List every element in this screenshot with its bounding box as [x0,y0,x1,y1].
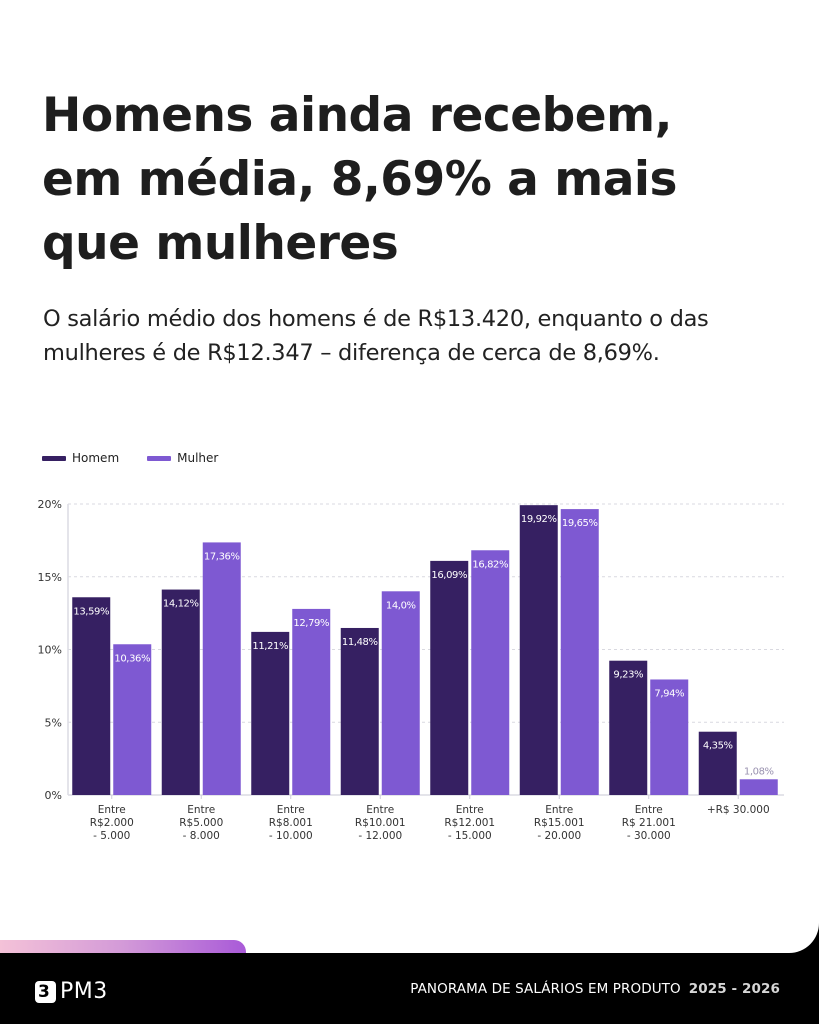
pm3-logo-icon: 3 [35,980,56,1003]
data-label-homem: 4,35% [703,741,733,752]
x-tick-label: - 12.000 [358,830,402,842]
bar-mulher [202,542,241,795]
data-label-mulher: 19,65% [562,518,598,529]
logo-text: PM3 [60,979,108,1004]
bar-homem [340,627,379,795]
x-tick-label: R$8.001 [269,817,313,829]
legend-swatch-mulher [147,455,172,461]
x-tick-label: R$10.001 [355,817,406,829]
bar-homem [430,560,469,795]
x-tick-label: R$15.001 [534,817,585,829]
y-tick-label: 0% [45,789,62,802]
brand-logo: 3 PM3 [35,979,108,1004]
data-label-homem: 19,92% [521,514,557,525]
bar-mulher [381,591,420,795]
x-tick-label: R$5.000 [179,817,223,829]
report-years: 2025 - 2026 [688,981,780,997]
x-tick-label: Entre [98,804,126,816]
data-label-homem: 9,23% [613,670,643,681]
data-label-homem: 16,09% [431,570,467,581]
x-tick-label: - 5.000 [93,830,130,842]
legend-swatch-homem [42,455,66,461]
footer-caption: PANORAMA DE SALÁRIOS EM PRODUTO 2025 - 20… [410,981,780,997]
page-subtitle: O salário médio dos homens é de R$13.420… [43,306,709,366]
legend-item-homem: Homem [42,451,119,465]
data-label-mulher: 14,0% [386,600,416,611]
decorative-gradient-tab [0,940,246,953]
legend-label-mulher: Mulher [177,451,219,465]
x-tick-label: - 15.000 [448,830,492,842]
bar-mulher [560,509,599,795]
bar-homem [698,731,737,795]
y-tick-label: 15% [38,571,62,584]
data-label-homem: 11,48% [342,637,378,648]
y-tick-label: 5% [45,716,62,729]
data-label-mulher: 10,36% [114,653,150,664]
report-title: PANORAMA DE SALÁRIOS EM PRODUTO [410,981,681,997]
data-label-mulher: 12,79% [293,618,329,629]
data-label-homem: 11,21% [252,641,288,652]
bar-homem [72,597,111,795]
data-label-mulher: 17,36% [204,551,240,562]
x-tick-label: R$2.000 [90,817,134,829]
y-tick-label: 20% [38,498,62,511]
x-tick-label: Entre [366,804,394,816]
legend-item-mulher: Mulher [147,451,218,465]
x-tick-label: Entre [545,804,573,816]
bar-mulher [650,679,689,795]
x-tick-label: R$12.001 [444,817,495,829]
bar-homem [609,660,648,795]
bar-homem [161,589,200,795]
x-tick-label: - 8.000 [183,830,220,842]
x-tick-label: +R$ 30.000 [707,804,770,816]
legend-label-homem: Homem [72,451,120,465]
x-tick-label: - 20.000 [537,830,581,842]
x-tick-label: R$ 21.001 [622,817,676,829]
chart-legend: Homem Mulher [42,451,218,465]
x-tick-label: - 30.000 [627,830,671,842]
x-tick-label: Entre [456,804,484,816]
y-tick-label: 10% [38,644,62,657]
x-tick-label: Entre [277,804,305,816]
page-title: Homens ainda recebem, em média, 8,69% a … [42,88,678,271]
x-tick-label: - 10.000 [269,830,313,842]
data-label-homem: 13,59% [73,606,109,617]
bar-mulher [739,779,778,795]
data-label-mulher: 16,82% [472,559,508,570]
data-label-mulher: 1,08% [744,766,774,777]
x-tick-label: Entre [635,804,663,816]
bar-mulher [292,608,331,795]
bar-mulher [113,644,152,795]
content-card: Homens ainda recebem, em média, 8,69% a … [0,0,819,953]
data-label-homem: 14,12% [163,599,199,610]
bar-homem [519,505,558,795]
bar-mulher [471,550,510,795]
x-tick-label: Entre [187,804,215,816]
data-label-mulher: 7,94% [654,688,684,699]
bar-homem [251,631,290,795]
